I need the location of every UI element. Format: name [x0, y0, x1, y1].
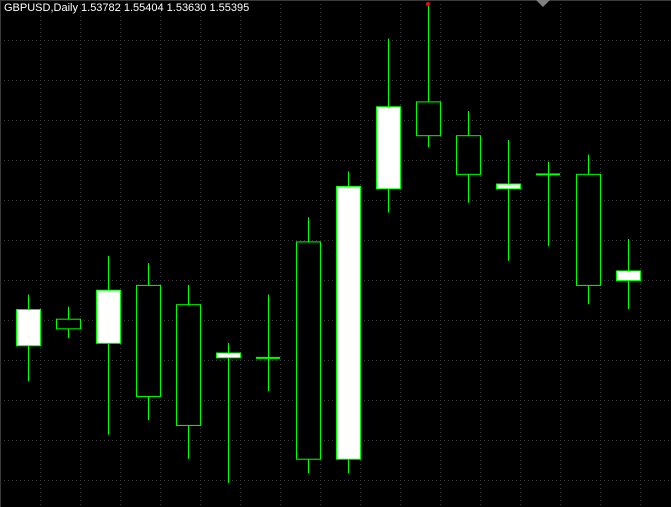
candle	[177, 285, 201, 459]
candle	[337, 171, 361, 473]
indicator-marker	[426, 2, 430, 6]
candle	[417, 5, 441, 147]
candle	[617, 239, 641, 309]
candle	[297, 217, 321, 473]
chart-title: GBPUSD,Daily 1.53782 1.55404 1.53630 1.5…	[4, 2, 249, 14]
candle	[457, 111, 481, 203]
chart-svg	[0, 0, 671, 507]
candle	[97, 256, 121, 435]
chevron-down-icon[interactable]	[536, 0, 550, 7]
candle	[256, 295, 280, 392]
candle	[217, 343, 241, 483]
candle	[57, 307, 81, 338]
candle	[137, 263, 161, 420]
candle	[536, 162, 560, 247]
candle	[377, 39, 401, 213]
candle	[17, 295, 41, 382]
candle	[577, 155, 601, 305]
candlestick-chart[interactable]: GBPUSD,Daily 1.53782 1.55404 1.53630 1.5…	[0, 0, 671, 507]
